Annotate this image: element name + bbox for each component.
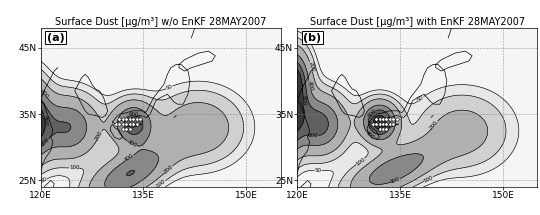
Point [368, 122, 377, 126]
Text: 800: 800 [300, 95, 306, 106]
Text: 400: 400 [306, 80, 313, 91]
Point [118, 118, 127, 121]
Point [382, 127, 391, 131]
Point [379, 118, 387, 121]
Text: (b): (b) [303, 33, 321, 43]
Text: 100: 100 [69, 165, 79, 171]
Point [115, 118, 124, 121]
Point [375, 127, 384, 131]
Point [372, 122, 381, 126]
Text: 100: 100 [423, 174, 434, 184]
Point [125, 122, 134, 126]
Text: 400: 400 [39, 88, 49, 100]
Text: 400: 400 [364, 130, 375, 141]
Point [129, 122, 137, 126]
Point [382, 122, 391, 126]
Title: Surface Dust [μg/m³] with EnKF 28MAY2007: Surface Dust [μg/m³] with EnKF 28MAY2007 [310, 17, 525, 27]
Point [118, 127, 127, 131]
Point [372, 118, 381, 121]
Text: 50: 50 [315, 168, 322, 173]
Point [122, 118, 131, 121]
Text: 400: 400 [124, 153, 135, 163]
Text: 50: 50 [39, 177, 48, 184]
Point [386, 122, 394, 126]
Point [375, 122, 384, 126]
Text: 50: 50 [416, 95, 425, 103]
Point [389, 122, 397, 126]
Text: 800: 800 [42, 116, 48, 127]
Point [379, 127, 387, 131]
Point [389, 118, 397, 121]
Text: 800: 800 [377, 122, 389, 133]
Point [125, 127, 134, 131]
Point [129, 118, 137, 121]
Point [115, 122, 124, 126]
Text: 200: 200 [94, 130, 104, 141]
Text: 100: 100 [355, 156, 366, 166]
Text: 200: 200 [163, 164, 174, 175]
Point [112, 122, 120, 126]
Point [382, 118, 391, 121]
Text: 400: 400 [389, 176, 401, 185]
Point [122, 127, 131, 131]
Text: 50: 50 [165, 84, 173, 91]
Point [136, 118, 144, 121]
Point [132, 118, 141, 121]
Text: 600: 600 [367, 108, 377, 119]
Point [379, 122, 387, 126]
Text: 200: 200 [429, 120, 440, 131]
Point [386, 118, 394, 121]
Text: 600: 600 [40, 137, 51, 147]
Text: 600: 600 [129, 112, 139, 117]
Text: 400: 400 [126, 139, 138, 148]
Text: (a): (a) [46, 33, 64, 43]
Title: Surface Dust [μg/m³] w/o EnKF 28MAY2007: Surface Dust [μg/m³] w/o EnKF 28MAY2007 [55, 17, 266, 27]
Text: 200: 200 [307, 61, 315, 72]
Point [132, 122, 141, 126]
Text: 600: 600 [308, 133, 319, 138]
Point [393, 118, 401, 121]
Point [118, 122, 127, 126]
Point [122, 122, 131, 126]
Point [125, 118, 134, 121]
Text: 100: 100 [156, 179, 167, 189]
Point [375, 118, 384, 121]
